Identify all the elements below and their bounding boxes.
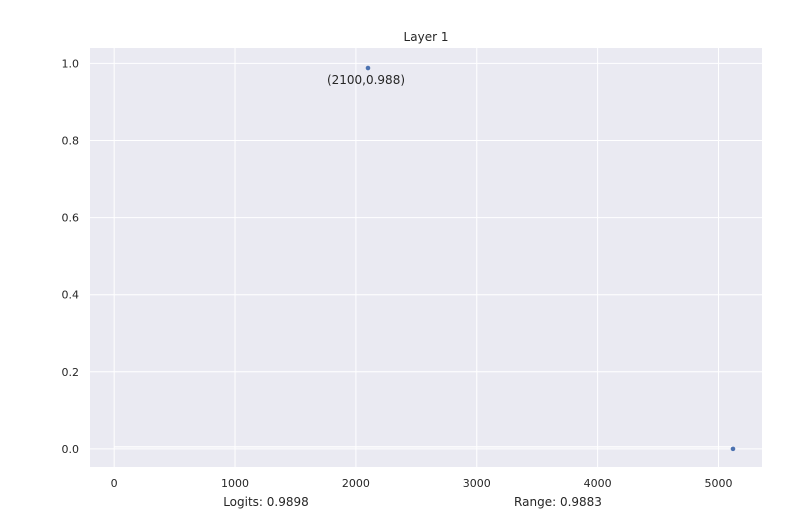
logits-label: Logits: 0.9898 <box>223 495 309 509</box>
y-tick-label: 0.8 <box>62 135 80 148</box>
points <box>365 65 736 452</box>
x-tick-label: 3000 <box>463 477 491 490</box>
y-tick-label: 0.4 <box>62 289 80 302</box>
x-tick-labels: 0 1000 2000 3000 4000 5000 <box>111 477 733 490</box>
x-tick-label: 1000 <box>221 477 249 490</box>
point-annotation: (2100,0.988) <box>327 73 405 87</box>
y-tick-label: 1.0 <box>62 57 80 70</box>
grid <box>90 48 762 467</box>
annotations: (2100,0.988) <box>327 73 405 87</box>
x-tick-label: 0 <box>111 477 118 490</box>
chart-title: Layer 1 <box>404 30 449 44</box>
y-tick-labels: 0.0 0.2 0.4 0.6 0.8 1.0 <box>62 57 80 455</box>
range-label: Range: 0.9883 <box>514 495 602 509</box>
data-point <box>365 65 371 71</box>
x-tick-label: 5000 <box>704 477 732 490</box>
y-tick-label: 0.2 <box>62 366 80 379</box>
data-point <box>730 446 736 452</box>
y-tick-label: 0.0 <box>62 443 80 456</box>
plot-area <box>90 48 762 467</box>
y-tick-label: 0.6 <box>62 212 80 225</box>
x-tick-label: 2000 <box>342 477 370 490</box>
x-tick-label: 4000 <box>584 477 612 490</box>
